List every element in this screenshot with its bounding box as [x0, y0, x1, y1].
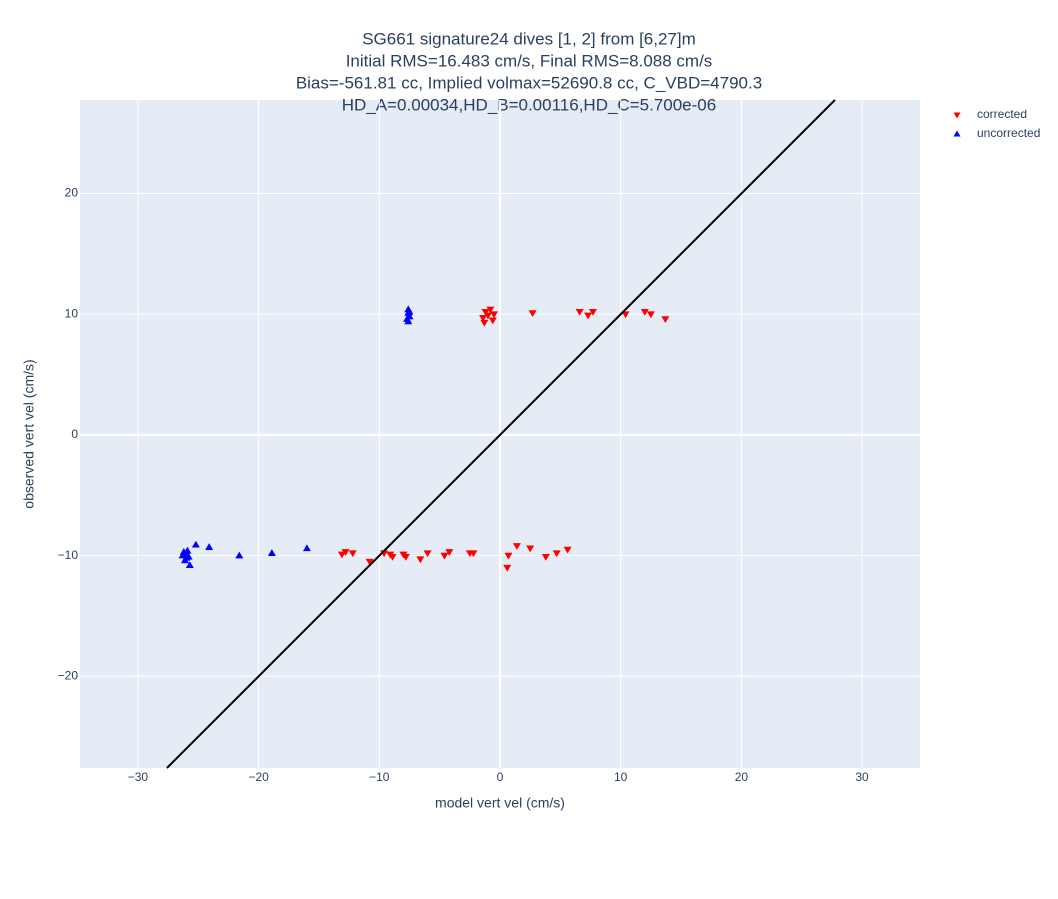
point [526, 545, 535, 553]
point [440, 552, 449, 560]
point [486, 306, 495, 314]
point [365, 558, 374, 566]
point [302, 544, 311, 552]
point [661, 316, 670, 324]
point [541, 553, 550, 561]
x-tick-label: 10 [614, 770, 628, 784]
chart-title: Initial RMS=16.483 cm/s, Final RMS=8.088… [346, 51, 713, 70]
point [183, 546, 192, 554]
reference-line [166, 99, 836, 769]
point [178, 551, 187, 559]
point [588, 309, 597, 316]
legend-marker [953, 130, 961, 137]
point [584, 312, 593, 320]
point [401, 553, 410, 561]
point [488, 317, 497, 325]
point [621, 311, 630, 319]
point [528, 310, 537, 318]
chart-title: SG661 signature24 dives [1, 2] from [6,2… [362, 29, 696, 48]
point [479, 315, 488, 322]
x-tick-label: 20 [735, 770, 749, 784]
y-tick-label: 20 [65, 186, 79, 200]
x-tick-label: −30 [128, 770, 149, 784]
point [489, 311, 498, 319]
y-tick-label: 10 [65, 306, 79, 320]
point [512, 543, 521, 550]
legend-label: uncorrected [977, 126, 1040, 140]
legend-label: corrected [977, 107, 1027, 121]
y-tick-label: −10 [58, 548, 79, 562]
y-tick-label: −20 [58, 668, 79, 682]
point [341, 549, 350, 556]
point [483, 312, 492, 320]
x-tick-label: 30 [855, 770, 869, 784]
chart-title: HD_A=0.00034,HD_B=0.00116,HD_C=5.700e-06 [342, 95, 716, 114]
point [445, 549, 454, 556]
point [191, 540, 200, 548]
point [563, 546, 572, 554]
point [640, 309, 649, 316]
point [481, 309, 490, 316]
point [205, 543, 214, 550]
point [348, 550, 357, 558]
point [504, 552, 513, 560]
point [405, 307, 414, 315]
point [416, 556, 425, 564]
point [423, 550, 432, 558]
point [235, 551, 244, 559]
legend-marker [953, 112, 961, 119]
point [575, 309, 584, 316]
x-tick-label: −20 [248, 770, 269, 784]
point [480, 319, 489, 327]
x-tick-label: −10 [369, 770, 390, 784]
x-axis-label: model vert vel (cm/s) [435, 795, 565, 811]
y-axis-label: observed vert vel (cm/s) [21, 359, 37, 508]
point [185, 561, 194, 569]
point [388, 553, 397, 561]
point [503, 564, 512, 572]
point [404, 317, 413, 325]
point [267, 549, 276, 556]
chart-title: Bias=-561.81 cc, Implied volmax=52690.8 … [296, 73, 762, 92]
point [469, 550, 478, 558]
point [646, 311, 655, 319]
x-tick-label: 0 [497, 770, 504, 784]
y-tick-label: 0 [71, 427, 78, 441]
point [182, 554, 191, 561]
point [337, 551, 346, 559]
point [552, 550, 561, 558]
